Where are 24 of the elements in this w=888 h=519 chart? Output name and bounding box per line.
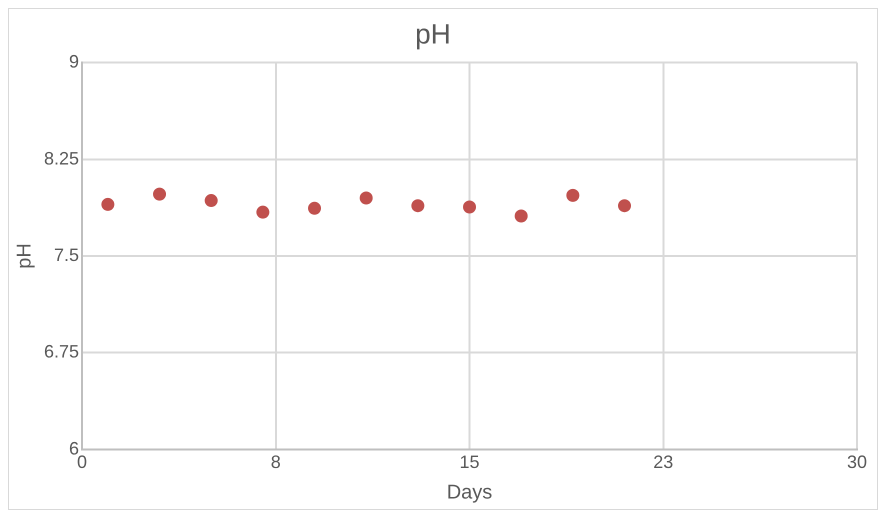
point [360, 191, 373, 204]
x-tick-label: 23 [653, 452, 674, 472]
x-tick-label: 15 [460, 452, 480, 472]
y-tick-label: 8.25 [44, 148, 80, 168]
y-tick-label: 6 [69, 438, 80, 458]
y-tick-label: 6.75 [44, 342, 80, 362]
x-tick-label: 30 [846, 452, 868, 472]
point [101, 198, 114, 211]
chart-title: pH [415, 18, 451, 50]
point [463, 200, 476, 214]
y-axis-title: pH [14, 243, 36, 269]
y-tick-label: 7.5 [54, 244, 80, 265]
x-axis-title: Days [446, 482, 492, 504]
point [308, 202, 322, 215]
point [566, 188, 580, 202]
x-tick-label: 0 [77, 452, 88, 472]
point [256, 206, 270, 219]
point [204, 194, 218, 208]
point [514, 210, 528, 223]
y-tick-label: 9 [69, 52, 80, 72]
point [618, 199, 632, 212]
point [153, 188, 166, 201]
x-tick-label: 8 [270, 452, 281, 472]
point [411, 199, 424, 212]
